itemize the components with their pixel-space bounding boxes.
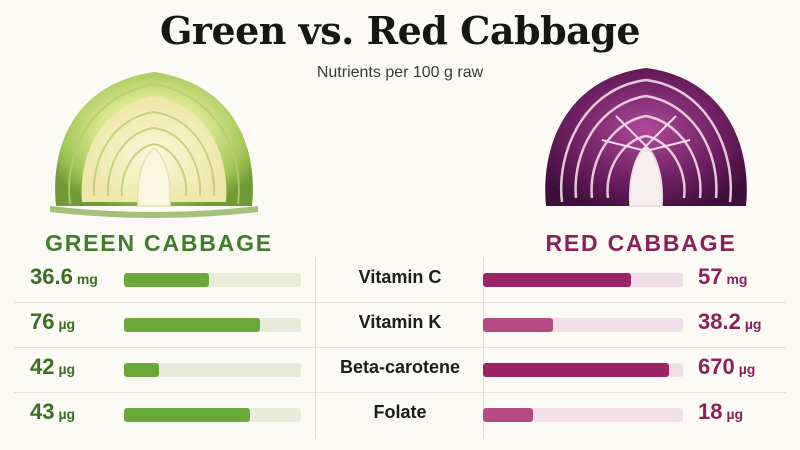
red-value-label: 38.2 µg [698, 309, 761, 335]
red-bar-track [483, 273, 683, 287]
red-value-number: 57 [698, 264, 723, 289]
green-value-label: 76 µg [30, 309, 75, 335]
column-divider-right [483, 258, 484, 438]
green-bar-track [124, 273, 301, 287]
red-bar-track [483, 408, 683, 422]
red-value-number: 670 [698, 354, 735, 379]
red-value-unit: µg [738, 361, 756, 377]
green-bar-track [124, 318, 301, 332]
table-row: 42 µg Beta-carotene 670 µg [0, 348, 800, 393]
red-value-label: 18 µg [698, 399, 743, 425]
green-bar [124, 363, 160, 377]
green-value-number: 36.6 [30, 264, 73, 289]
green-cabbage-image [50, 72, 258, 218]
green-value-unit: µg [58, 361, 76, 377]
row-separator [14, 302, 786, 303]
red-value-unit: µg [726, 406, 744, 422]
green-bar [124, 318, 261, 332]
red-bar-track [483, 363, 683, 377]
nutrient-label: Folate [373, 402, 427, 422]
green-value-label: 42 µg [30, 354, 75, 380]
page-title: Green vs. Red Cabbage [159, 8, 641, 53]
column-divider-left [315, 258, 316, 438]
green-bar [124, 408, 250, 422]
green-value-unit: µg [58, 406, 76, 422]
red-value-label: 670 µg [698, 354, 755, 380]
red-bar [483, 318, 553, 332]
green-value-number: 43 [30, 399, 55, 424]
green-bar [124, 273, 209, 287]
row-separator [14, 392, 786, 393]
green-value-number: 76 [30, 309, 55, 334]
red-bar-track [483, 318, 683, 332]
green-value-label: 43 µg [30, 399, 75, 425]
page-subtitle: Nutrients per 100 g raw [316, 64, 484, 81]
green-value-unit: mg [76, 271, 98, 287]
nutrient-label: Beta-carotene [339, 357, 461, 377]
red-bar [483, 273, 631, 287]
red-cabbage-image [545, 68, 747, 207]
red-value-unit: µg [744, 316, 762, 332]
nutrient-label: Vitamin C [358, 267, 442, 287]
row-separator [14, 347, 786, 348]
red-value-unit: mg [726, 271, 748, 287]
red-value-number: 18 [698, 399, 723, 424]
red-column-header: RED CABBAGE [545, 230, 737, 256]
red-bar [483, 408, 533, 422]
red-bar [483, 363, 669, 377]
red-value-label: 57 mg [698, 264, 747, 290]
nutrient-label: Vitamin K [358, 312, 442, 332]
table-row: 36.6 mg Vitamin C 57 mg [0, 258, 800, 303]
green-column-header: GREEN CABBAGE [45, 230, 273, 256]
table-row: 76 µg Vitamin K 38.2 µg [0, 303, 800, 348]
green-value-label: 36.6 mg [30, 264, 98, 290]
red-value-number: 38.2 [698, 309, 741, 334]
green-bar-track [124, 408, 301, 422]
green-value-unit: µg [58, 316, 76, 332]
table-row: 43 µg Folate 18 µg [0, 393, 800, 438]
green-value-number: 42 [30, 354, 55, 379]
green-bar-track [124, 363, 301, 377]
